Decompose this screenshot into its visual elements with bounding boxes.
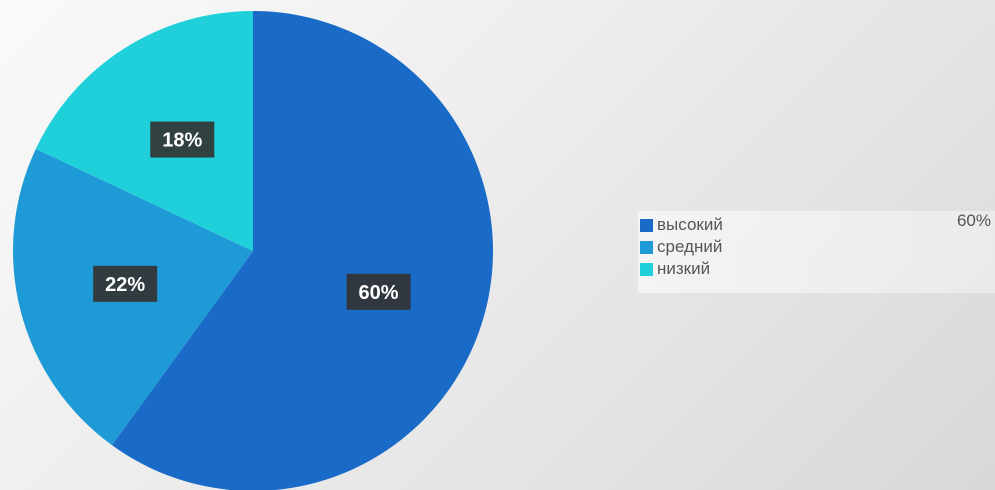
slice-label-text: 60% (359, 282, 399, 304)
legend: 60% высокий средний низкий (638, 211, 995, 293)
legend-label: средний (657, 237, 723, 256)
legend-swatch (640, 262, 653, 276)
slice-label-text: 22% (105, 274, 145, 296)
slice-label-1: 60% (346, 273, 411, 310)
legend-item[interactable]: высокий (638, 215, 995, 235)
legend-highlight-value: 60% (956, 211, 991, 230)
pie-chart-svg: 60% 22% 18% (12, 11, 493, 490)
legend-swatch (640, 218, 653, 232)
pie-chart: 60% 22% 18% (12, 11, 493, 490)
legend-item[interactable]: низкий (638, 259, 995, 279)
legend-item[interactable]: средний (638, 237, 995, 257)
legend-label: низкий (657, 259, 711, 278)
slice-label-box (93, 265, 158, 302)
pie-slice-3 (35, 11, 253, 251)
slice-label-text: 18% (162, 130, 202, 152)
slice-label-2: 22% (93, 265, 158, 302)
legend-label: высокий (657, 215, 723, 234)
slice-label-3: 18% (150, 121, 215, 158)
pie-slice-1 (111, 11, 493, 490)
slice-label-box (150, 121, 215, 158)
slice-label-box (346, 273, 411, 310)
legend-swatch (640, 240, 653, 254)
